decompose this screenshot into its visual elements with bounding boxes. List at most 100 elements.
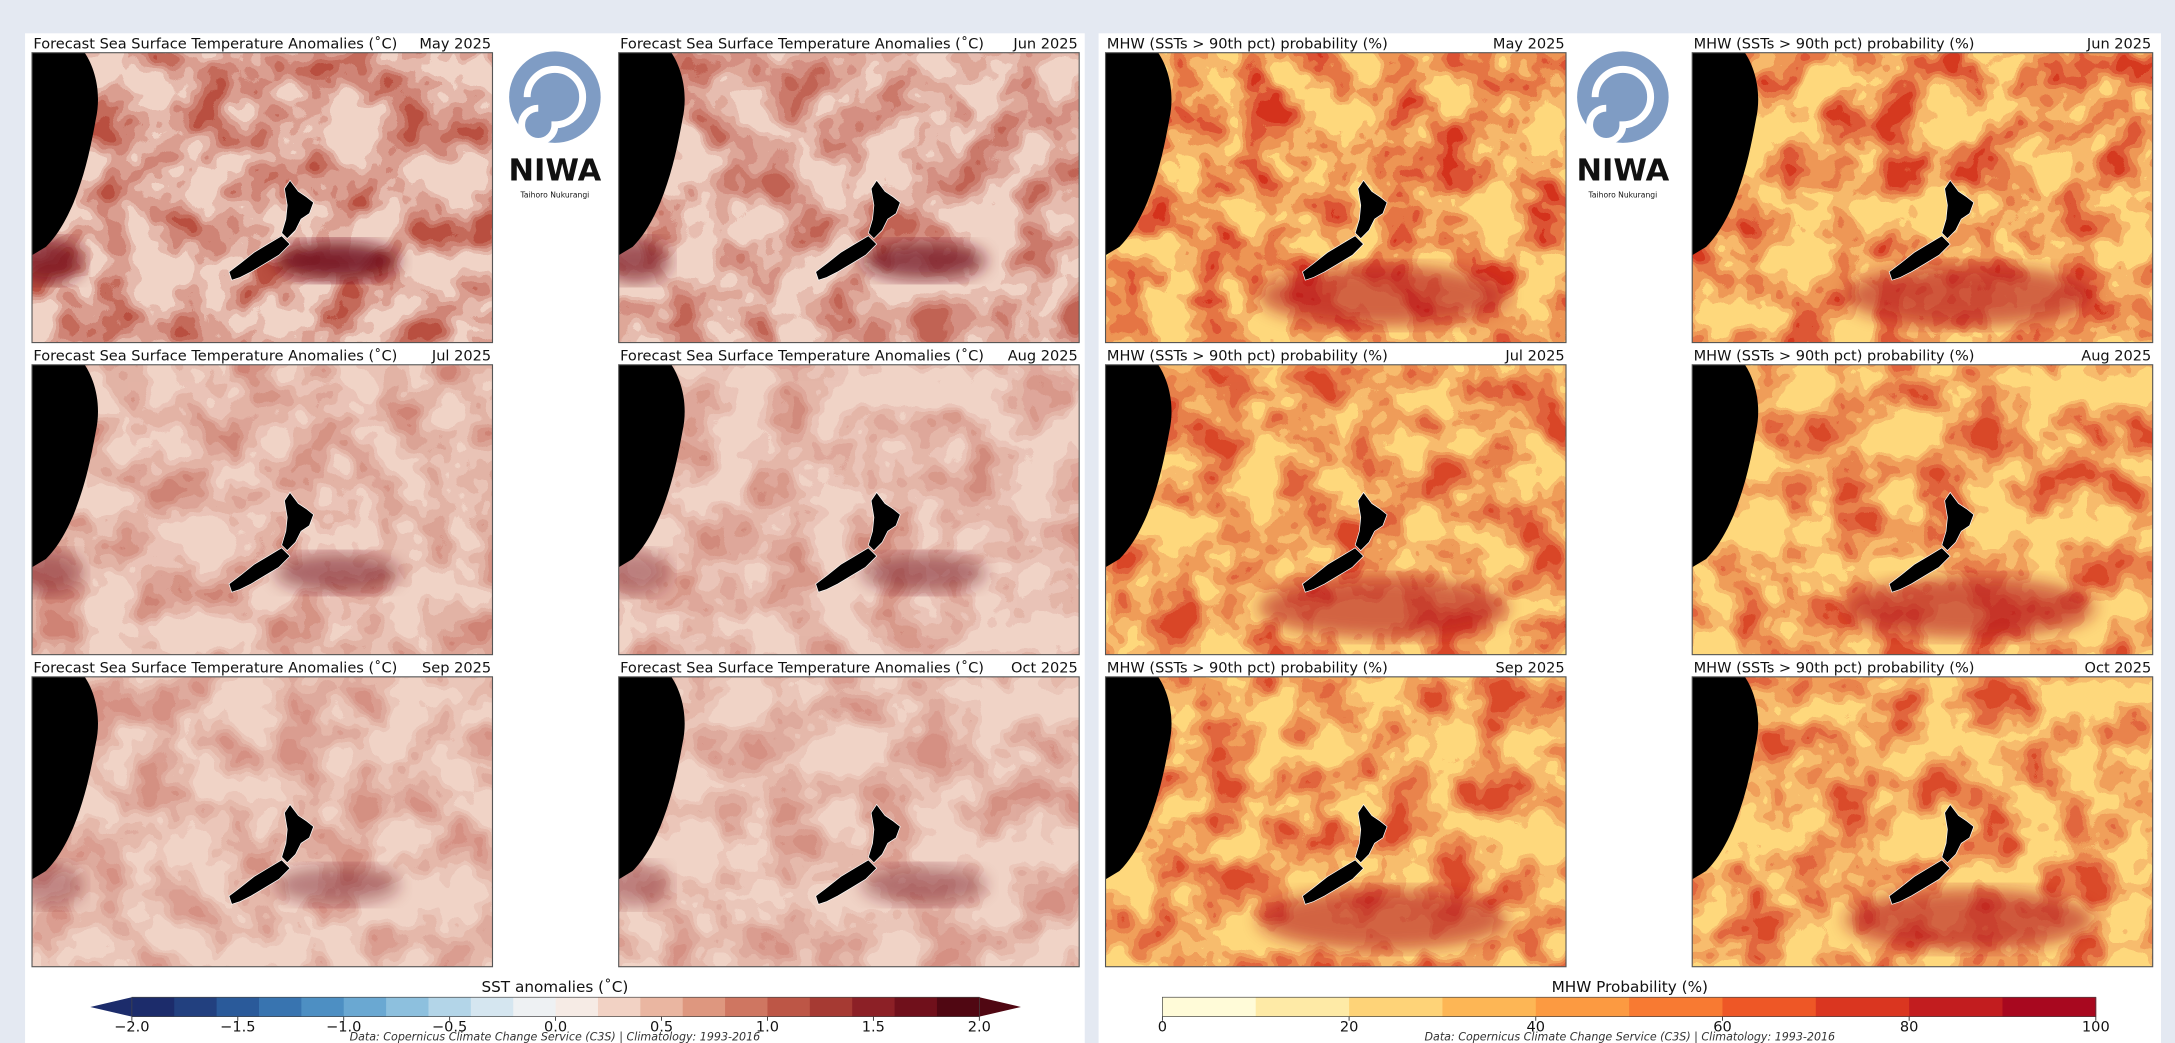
anomaly-hotspot: [14, 239, 83, 283]
map-month: Jul 2025: [431, 347, 491, 364]
data-source: Data: Copernicus Climate Change Service …: [1425, 1030, 1836, 1043]
map-title: MHW (SSTs > 90th pct) probability (%): [1107, 347, 1388, 364]
anomaly-hotspot: [861, 553, 986, 592]
anomaly-hotspot: [275, 241, 400, 280]
colorbar-band: [301, 997, 344, 1016]
colorbar-tick-label: 100: [2082, 1019, 2110, 1036]
map-title: MHW (SSTs > 90th pct) probability (%): [1694, 660, 1975, 677]
colorbar-band: [1162, 997, 1256, 1016]
colorbar-tick-label: 0: [1158, 1019, 1167, 1036]
colorbar-band: [513, 997, 556, 1016]
map: [1692, 365, 2152, 655]
colorbar-band: [217, 997, 260, 1016]
logo-tagline: Taihoro Nukurangi: [520, 191, 590, 200]
data-source: Data: Copernicus Climate Change Service …: [350, 1030, 761, 1043]
map-month: Oct 2025: [1011, 660, 1078, 677]
page: { "logo": {"name": "NIWA", "tagline": "T…: [0, 0, 2175, 1043]
colorbar-band: [428, 997, 471, 1016]
map: [1692, 677, 2152, 967]
anomaly-hotspot: [14, 863, 83, 907]
map-title: Forecast Sea Surface Temperature Anomali…: [620, 35, 984, 52]
colorbar-band: [810, 997, 853, 1016]
anomaly-field: [32, 365, 492, 655]
probability-hotspot: [1258, 889, 1508, 950]
colorbar-tick-label: 1.5: [862, 1019, 885, 1036]
map-title: Forecast Sea Surface Temperature Anomali…: [33, 660, 397, 677]
anomaly-hotspot: [14, 551, 83, 595]
logo-name: NIWA: [1576, 153, 1669, 188]
colorbar-band: [598, 997, 641, 1016]
colorbar-band: [174, 997, 217, 1016]
logo-tagline: Taihoro Nukurangi: [1587, 191, 1657, 200]
probability-hotspot: [1258, 265, 1508, 326]
map: [601, 53, 1080, 343]
colorbar-band: [132, 997, 175, 1016]
anomaly-hotspot: [861, 865, 986, 904]
colorbar-band: [259, 997, 302, 1016]
logo-name: NIWA: [509, 153, 602, 188]
anomaly-hotspot: [861, 241, 986, 280]
colorbar-band: [1442, 997, 1536, 1016]
colorbar-band: [640, 997, 683, 1016]
probability-hotspot: [1845, 889, 2095, 950]
map: [14, 677, 493, 967]
map-month: Jul 2025: [1504, 347, 1564, 364]
map-title: MHW (SSTs > 90th pct) probability (%): [1694, 35, 1975, 52]
map-title: Forecast Sea Surface Temperature Anomali…: [33, 35, 397, 52]
map-title: Forecast Sea Surface Temperature Anomali…: [620, 347, 984, 364]
colorbar-tick-label: 80: [1900, 1019, 1919, 1036]
map: [1106, 365, 1566, 655]
probability-hotspot: [1258, 577, 1508, 638]
map-month: May 2025: [1493, 35, 1565, 52]
map-month: Oct 2025: [2085, 660, 2152, 677]
anomaly-field: [32, 677, 492, 967]
map-title: Forecast Sea Surface Temperature Anomali…: [33, 347, 397, 364]
colorbar-band: [1629, 997, 1723, 1016]
map: [14, 365, 493, 655]
colorbar-band: [895, 997, 938, 1016]
colorbar-band: [937, 997, 980, 1016]
anomaly-field: [32, 53, 492, 343]
map-month: Sep 2025: [422, 660, 491, 677]
probability-hotspot: [1845, 265, 2095, 326]
map-month: Aug 2025: [2081, 347, 2151, 364]
colorbar-tick-label: 2.0: [968, 1019, 991, 1036]
map: [1692, 53, 2152, 343]
colorbar-band: [1536, 997, 1630, 1016]
map-title: MHW (SSTs > 90th pct) probability (%): [1694, 347, 1975, 364]
colorbar-band: [556, 997, 599, 1016]
anomaly-field: [619, 53, 1079, 343]
anomaly-hotspot: [275, 553, 400, 592]
colorbar-band: [852, 997, 895, 1016]
map-title: Forecast Sea Surface Temperature Anomali…: [620, 660, 984, 677]
logo: NIWA Taihoro Nukurangi: [509, 51, 602, 199]
anomaly-field: [619, 677, 1079, 967]
colorbar-band: [683, 997, 726, 1016]
colorbar-band: [471, 997, 514, 1016]
map-month: May 2025: [419, 35, 491, 52]
map: [1106, 53, 1566, 343]
colorbar-band: [386, 997, 429, 1016]
map-month: Aug 2025: [1008, 347, 1078, 364]
logo: NIWA Taihoro Nukurangi: [1576, 51, 1669, 199]
colorbar-band: [2002, 997, 2096, 1016]
colorbar-band: [1256, 997, 1350, 1016]
colorbar-label: MHW Probability (%): [1552, 978, 1708, 996]
colorbar-band: [1722, 997, 1816, 1016]
colorbar-band: [344, 997, 387, 1016]
map-month: Jun 2025: [1012, 35, 1077, 52]
colorbar-band: [1349, 997, 1443, 1016]
colorbar-tick-label: 20: [1340, 1019, 1359, 1036]
probability-hotspot: [1845, 577, 2095, 638]
colorbar-band: [725, 997, 768, 1016]
map-title: MHW (SSTs > 90th pct) probability (%): [1107, 35, 1388, 52]
colorbar-label: SST anomalies (˚C): [481, 978, 628, 996]
map: [601, 365, 1080, 655]
colorbar-band: [1909, 997, 2003, 1016]
map-title: MHW (SSTs > 90th pct) probability (%): [1107, 660, 1388, 677]
colorbar-tick-label: −1.5: [220, 1019, 255, 1036]
colorbar-band: [767, 997, 810, 1016]
map: [601, 677, 1080, 967]
colorbar-band: [1816, 997, 1910, 1016]
map: [1106, 677, 1566, 967]
